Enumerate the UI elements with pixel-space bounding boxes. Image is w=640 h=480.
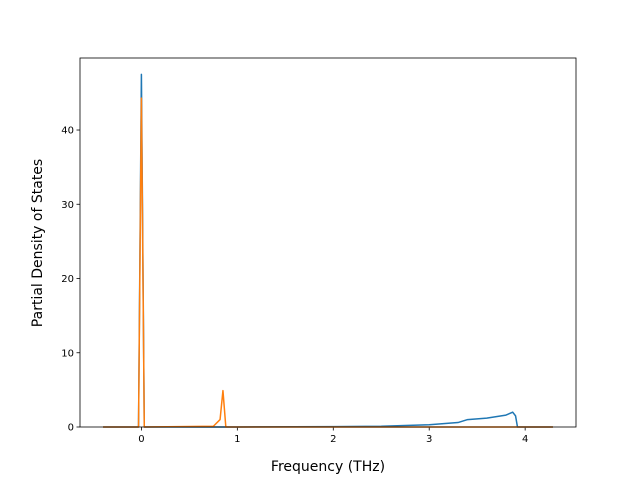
x-tick-label: 3 xyxy=(426,434,432,445)
y-tick-label: 30 xyxy=(61,200,74,211)
y-axis-label: Partial Density of States xyxy=(30,159,46,327)
y-tick-label: 40 xyxy=(61,126,74,137)
x-tick-label: 4 xyxy=(522,434,528,445)
x-tick-label: 2 xyxy=(330,434,336,445)
y-tick-label: 20 xyxy=(61,274,74,285)
x-axis-label: Frequency (THz) xyxy=(271,459,385,475)
series-line xyxy=(103,73,553,428)
x-tick-label: 0 xyxy=(138,434,144,445)
x-tick-label: 1 xyxy=(234,434,240,445)
y-tick-label: 10 xyxy=(61,348,74,359)
series-line xyxy=(103,97,553,428)
plot-frame xyxy=(79,57,577,428)
y-tick-label: 0 xyxy=(68,423,74,434)
